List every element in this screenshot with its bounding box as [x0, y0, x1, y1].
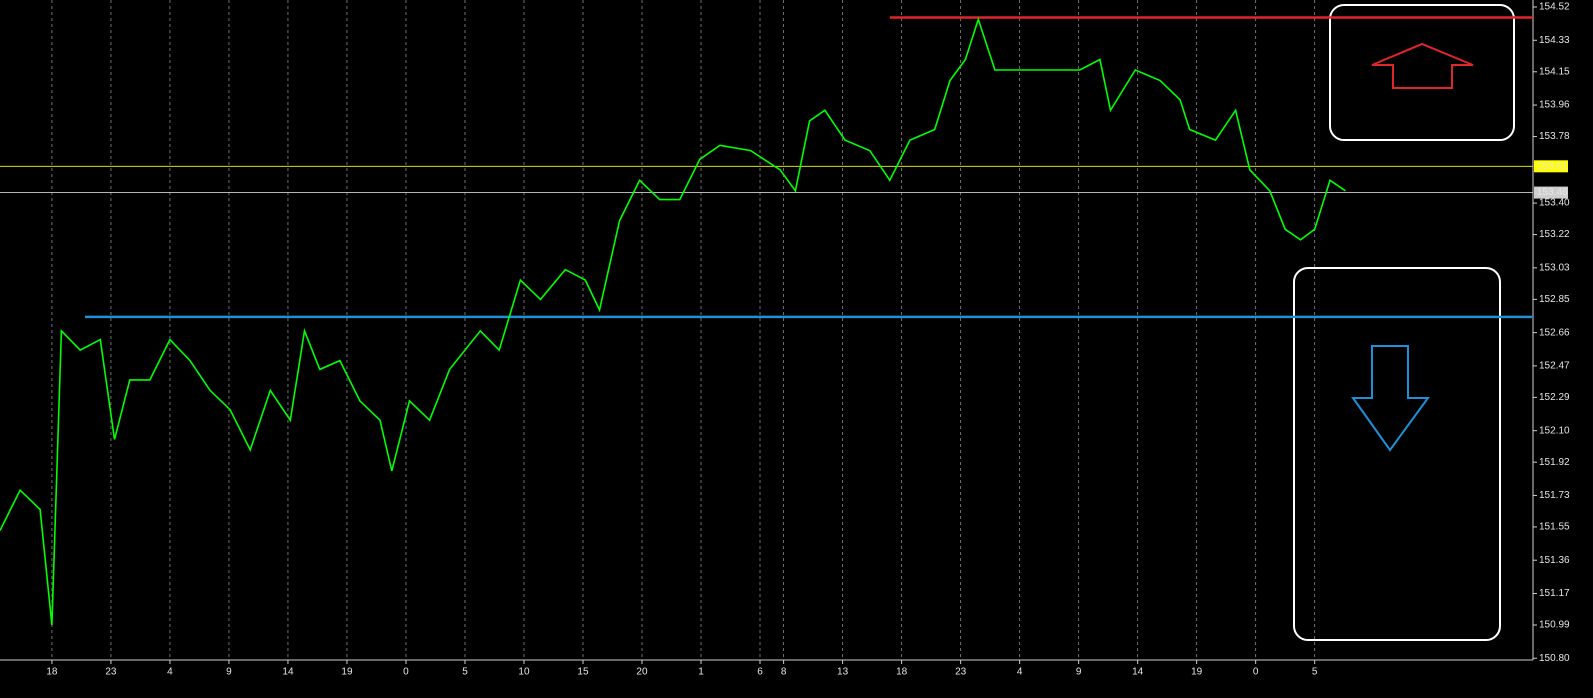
x-tick-label: 10 — [518, 667, 530, 678]
down-arrow — [1351, 345, 1430, 452]
x-tick-label: 19 — [341, 667, 353, 678]
y-tick-label: 152.66 — [1539, 327, 1570, 338]
y-tick-label: 152.85 — [1539, 294, 1570, 305]
x-tick-label: 14 — [1132, 667, 1144, 678]
y-tick-label: 151.55 — [1539, 522, 1570, 533]
x-tick-label: 0 — [403, 667, 409, 678]
y-tick-label: 150.99 — [1539, 620, 1570, 631]
x-tick-label: 13 — [837, 667, 849, 678]
y-tick-label: 151.73 — [1539, 490, 1570, 501]
x-tick-label: 4 — [1017, 667, 1023, 678]
x-tick-label: 6 — [757, 667, 763, 678]
x-tick-label: 4 — [167, 667, 173, 678]
x-tick-label: 19 — [1191, 667, 1203, 678]
up-arrow — [1371, 42, 1474, 89]
x-tick-label: 5 — [1312, 667, 1318, 678]
y-tick-label: 154.52 — [1539, 2, 1570, 13]
up-box — [1329, 4, 1515, 141]
y-tick-label: 152.29 — [1539, 392, 1570, 403]
price-label-box — [1534, 160, 1568, 173]
x-tick-label: 23 — [955, 667, 967, 678]
price-line-series — [0, 16, 1346, 626]
x-tick-label: 9 — [226, 667, 232, 678]
x-tick-label: 18 — [46, 667, 58, 678]
price-label: 153.46 — [1537, 187, 1568, 198]
y-tick-label: 150.80 — [1539, 653, 1570, 664]
x-tick-label: 5 — [462, 667, 468, 678]
x-tick-label: 8 — [781, 667, 787, 678]
x-tick-label: 15 — [577, 667, 589, 678]
box — [1293, 267, 1501, 641]
x-tick-label: 1 — [698, 667, 704, 678]
y-tick-label: 153.96 — [1539, 100, 1570, 111]
y-tick-label: 152.10 — [1539, 425, 1570, 436]
box — [1329, 4, 1515, 141]
y-tick-label: 153.22 — [1539, 229, 1570, 240]
y-tick-label: 154.15 — [1539, 66, 1570, 77]
price-label: 153.61 — [1537, 161, 1568, 172]
x-tick-label: 14 — [282, 667, 294, 678]
y-tick-label: 153.40 — [1539, 198, 1570, 209]
x-tick-label: 18 — [896, 667, 908, 678]
y-tick-label: 153.03 — [1539, 262, 1570, 273]
price-label-box — [1534, 186, 1568, 199]
x-tick-label: 23 — [105, 667, 117, 678]
y-tick-label: 151.17 — [1539, 588, 1570, 599]
x-tick-label: 9 — [1076, 667, 1082, 678]
y-tick-label: 153.78 — [1539, 131, 1570, 142]
x-tick-label: 20 — [636, 667, 648, 678]
y-tick-label: 152.47 — [1539, 361, 1570, 372]
x-tick-label: 0 — [1253, 667, 1259, 678]
y-tick-label: 151.36 — [1539, 555, 1570, 566]
down-box — [1293, 267, 1501, 641]
y-tick-label: 151.92 — [1539, 457, 1570, 468]
y-tick-label: 154.33 — [1539, 35, 1570, 46]
